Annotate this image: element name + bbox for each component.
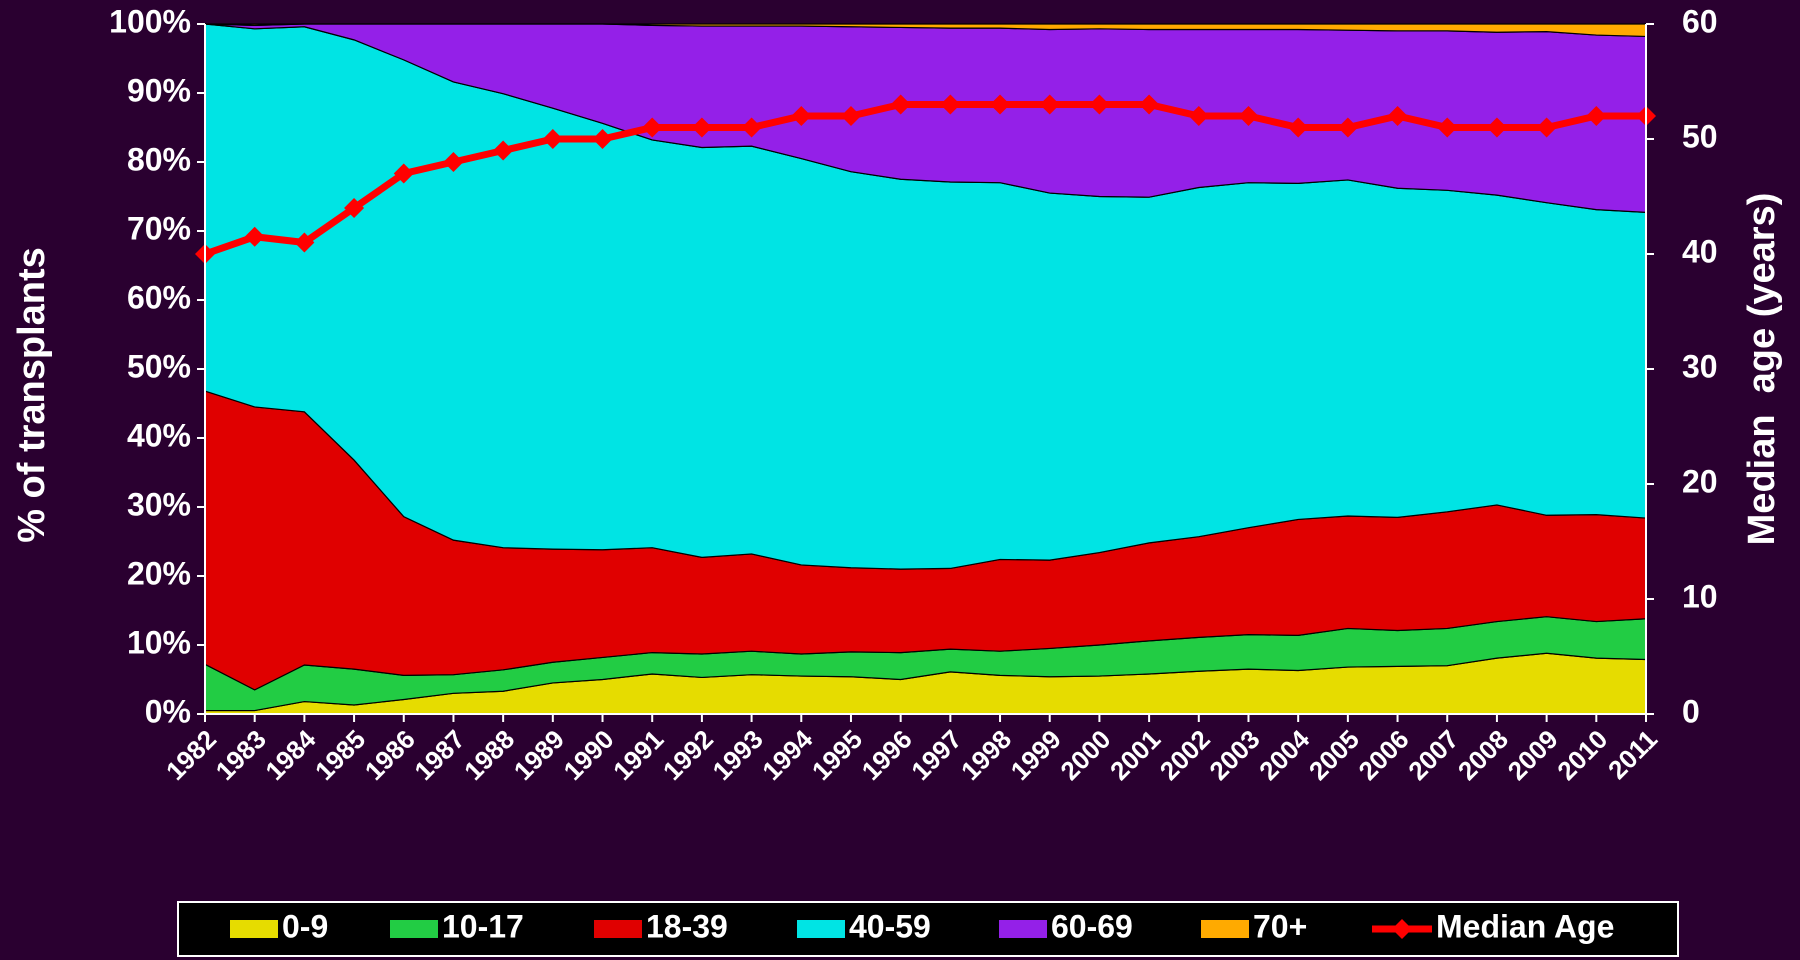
y-tick-label: 20% (127, 555, 191, 591)
line-marker (1586, 106, 1607, 126)
line-marker (1039, 94, 1060, 115)
line-marker (1387, 106, 1408, 126)
line-marker (840, 106, 861, 126)
line-marker (443, 152, 464, 172)
line-marker (741, 117, 762, 138)
line-marker (890, 94, 911, 115)
legend-swatch (230, 920, 278, 938)
line-marker (1486, 117, 1507, 138)
y-tick-label: 70% (127, 210, 191, 246)
y2-tick-label: 60 (1682, 3, 1718, 39)
line-marker (1188, 106, 1209, 126)
y2-tick-label: 10 (1682, 578, 1718, 614)
line-marker (244, 226, 265, 247)
y2-axis-title: Median age (years) (1741, 193, 1783, 546)
y2-tick-label: 0 (1682, 693, 1700, 729)
legend-swatch-marker (1392, 919, 1412, 939)
line-marker (1238, 106, 1259, 126)
line-marker (1536, 117, 1557, 138)
y-tick-label: 60% (127, 279, 191, 315)
legend-label: 10-17 (442, 908, 524, 944)
line-marker (990, 94, 1011, 115)
legend-label: 60-69 (1051, 908, 1133, 944)
y-tick-label: 0% (145, 693, 191, 729)
line (203, 101, 1646, 258)
line-marker (344, 198, 365, 218)
line-marker (493, 140, 514, 161)
y2-tick-label: 40 (1682, 233, 1718, 269)
legend-label: 40-59 (849, 908, 931, 944)
y-tick-label: 50% (127, 348, 191, 384)
y-tick-label: 10% (127, 624, 191, 660)
line-marker (592, 129, 613, 149)
legend-swatch (594, 920, 642, 938)
line-marker (1089, 94, 1110, 115)
line-marker (791, 106, 812, 126)
legend-label: 70+ (1253, 908, 1307, 944)
legend-label: Median Age (1436, 908, 1614, 944)
legend-label: 0-9 (282, 908, 328, 944)
line-marker (691, 117, 712, 138)
line-marker (1437, 117, 1458, 138)
line-marker (542, 129, 563, 149)
legend-swatch (999, 920, 1047, 938)
line-marker (294, 232, 315, 253)
line-marker (1139, 94, 1160, 115)
line-marker (1288, 117, 1309, 138)
y-tick-label: 90% (127, 72, 191, 108)
y2-tick-label: 20 (1682, 463, 1718, 499)
y-axis-title: % of transplants (11, 247, 53, 543)
y-tick-label: 40% (127, 417, 191, 453)
y2-tick-label: 50 (1682, 118, 1718, 154)
legend-label: 18-39 (646, 908, 728, 944)
line-marker (642, 117, 663, 138)
y2-tick-label: 30 (1682, 348, 1718, 384)
y-tick-label: 30% (127, 486, 191, 522)
y-tick-label: 80% (127, 141, 191, 177)
line-marker (940, 94, 961, 115)
line-marker (393, 163, 414, 184)
line-marker (1337, 117, 1358, 138)
y-tick-label: 100% (109, 3, 191, 39)
legend-swatch (390, 920, 438, 938)
legend-swatch (1201, 920, 1249, 938)
legend-swatch (797, 920, 845, 938)
